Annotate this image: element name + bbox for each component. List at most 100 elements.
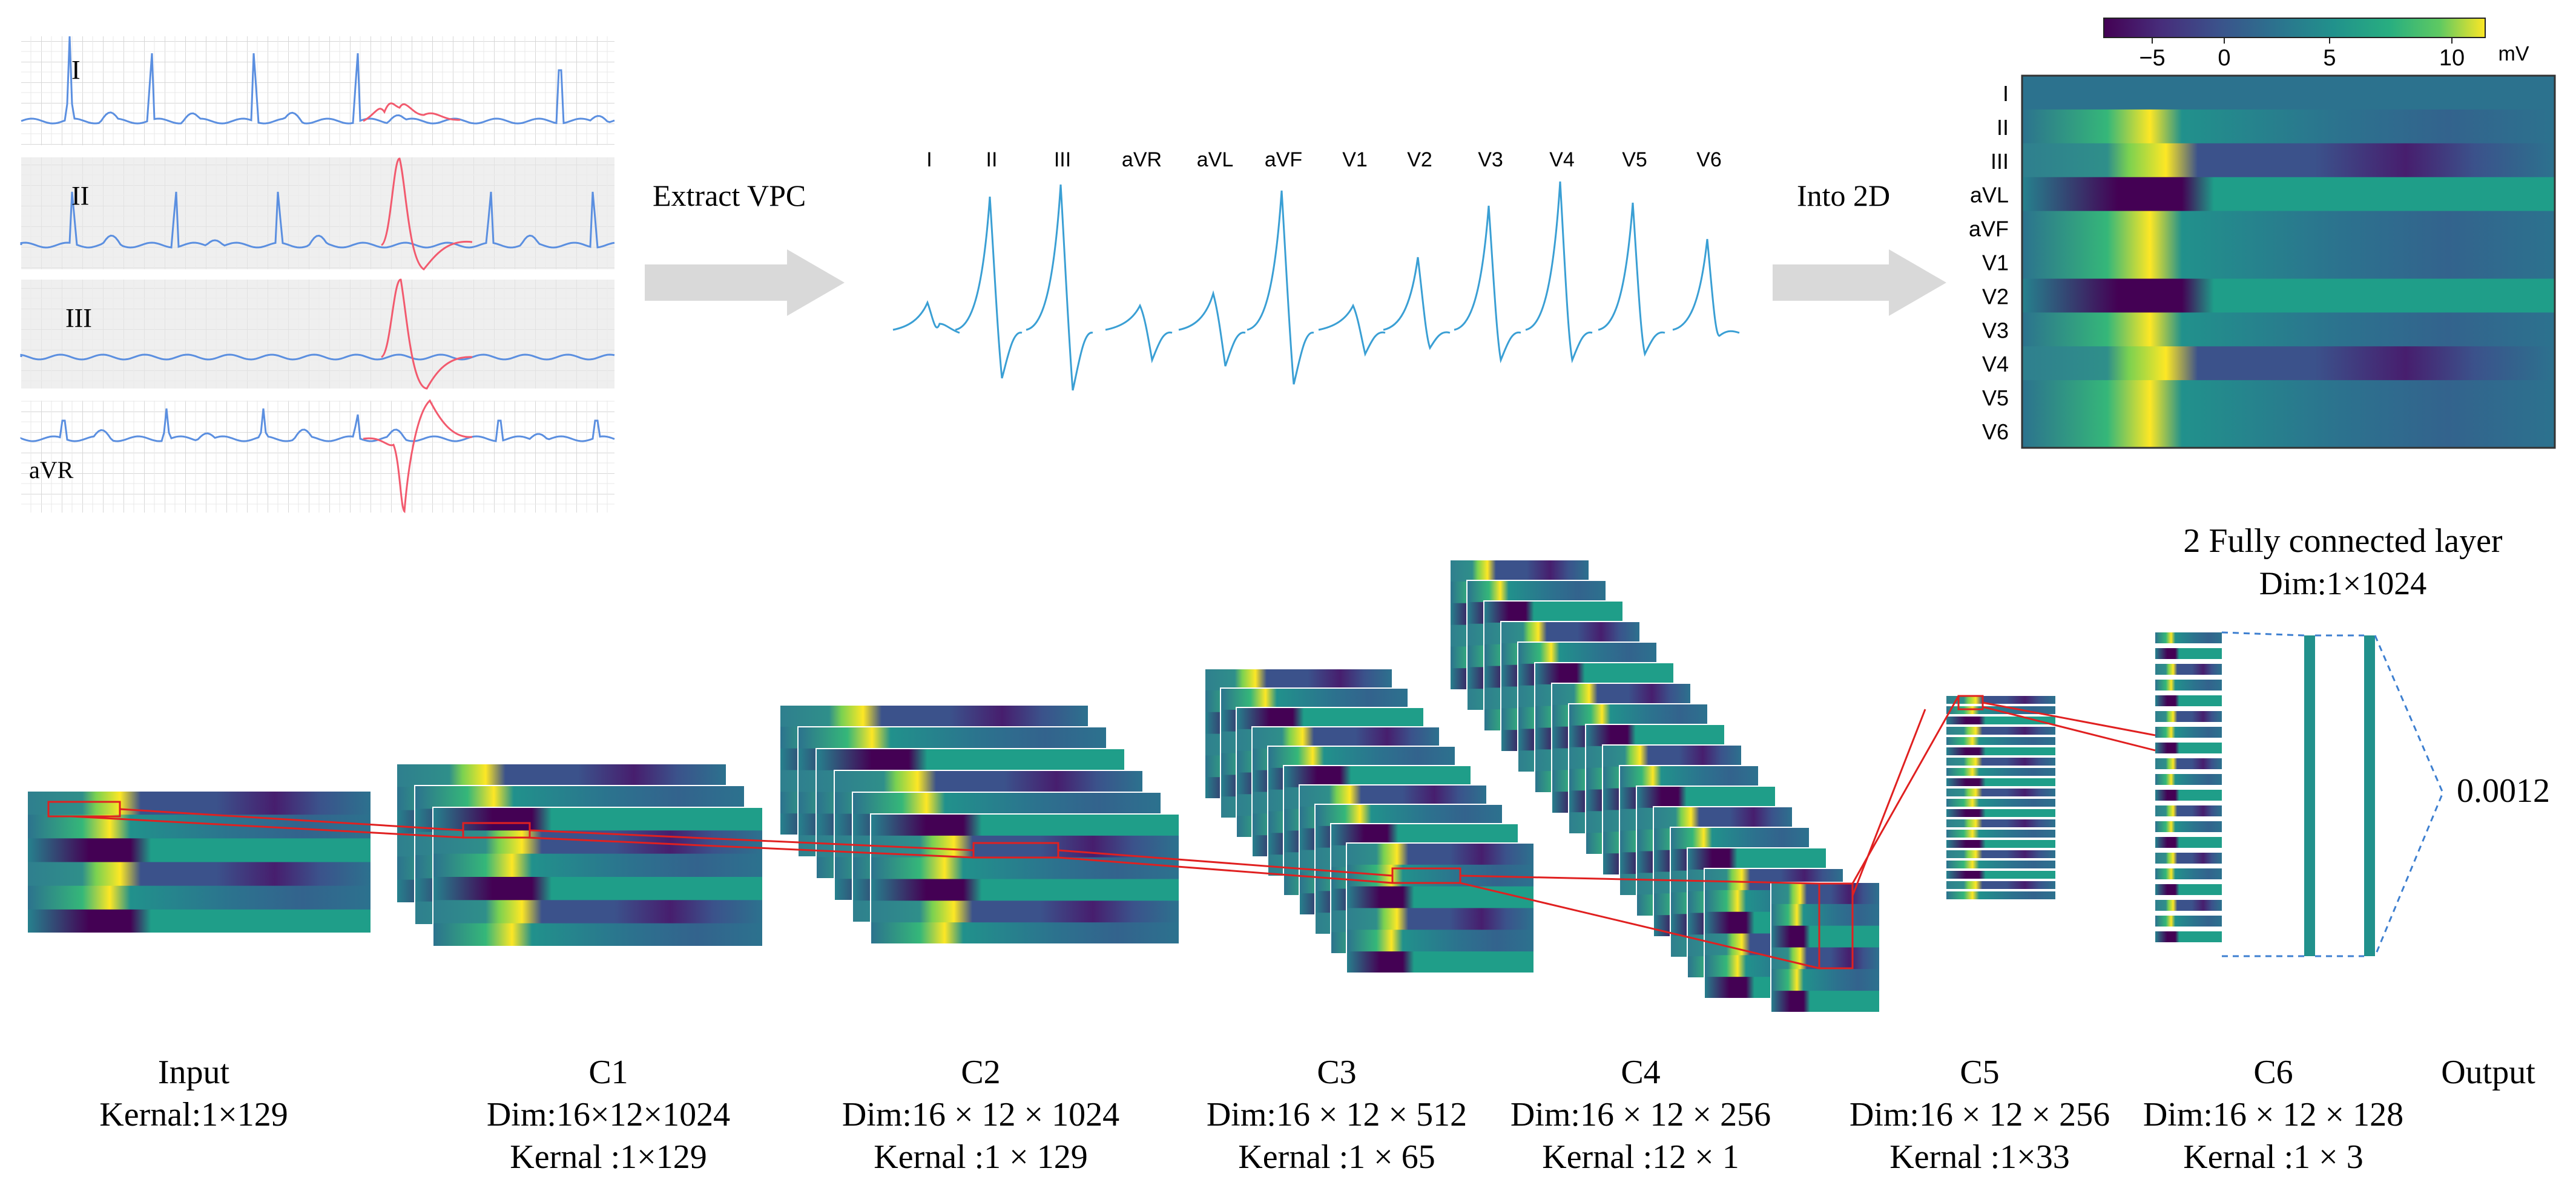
c6-feature-row-13 [1946,819,2055,827]
vpc-lead-label-aVR: aVR [1122,148,1162,171]
vpc-lead-label-III: III [1054,148,1071,171]
receptive-line-6 [1058,856,1393,884]
c7-feature-row-19 [2155,916,2222,927]
heatmap-row-V1 [2022,244,2555,279]
c7-feature-row-20 [2155,931,2222,942]
heatmap-row-label-V6: V6 [1982,419,2009,444]
colorbar-unit: mV [2499,42,2529,65]
receptive-line-5 [1058,849,1393,877]
heatmap-row-label-II: II [1997,115,2009,140]
ecg-strip-4 [21,401,614,513]
c7-feature-row-17 [2155,884,2222,895]
colorbar-gradient [2103,18,2486,38]
vpc-beat-V2 [1383,257,1451,350]
ecg-trace-4 [20,408,615,442]
heatmap-row-V3 [2022,312,2555,347]
c6-feature-row-19 [1946,881,2055,889]
layer-c2-dim: Dim:16 × 12 × 1024 [842,1096,1119,1133]
output-converge [2374,635,2444,957]
c6-feature-row-17 [1946,861,2055,868]
layer-c6-kernel: Kernal :1 × 3 [2183,1138,2364,1176]
receptive-line-11 [1982,701,2156,736]
extract-arrow [645,249,845,316]
vpc-beats [892,181,1740,391]
into2d-label: Into 2D [1797,179,1890,212]
layer-captions: Input Kernal:1×129 C1 Dim:16×12×1024 Ker… [99,1054,2535,1176]
ecg-vpc-segment-3 [380,278,473,390]
receptive-box-5 [1818,882,1854,969]
c6-feature-row-4 [1946,727,2055,735]
into2d-arrow [1773,249,1946,316]
layer-c3-dim: Dim:16 × 12 × 512 [1207,1096,1467,1133]
heatmap-row-V5 [2022,380,2555,415]
ecg-label-aVR: aVR [29,456,74,484]
vpc-lead-label-V5: V5 [1622,148,1647,171]
receptive-field-lines [47,695,2156,969]
c2-maps-map-6 [870,813,1180,945]
heatmap-row-label-V5: V5 [1982,385,2009,410]
receptive-line-2 [71,815,464,839]
c7-feature-column [2155,632,2222,942]
c7-feature-row-7 [2155,727,2222,738]
layer-c2-kernel: Kernal :1 × 129 [874,1138,1088,1176]
layer-c4-dim: Dim:16 × 12 × 256 [1510,1096,1771,1133]
ecg-label-III: III [65,303,92,333]
ecg-traces [20,36,615,514]
ecg-trace-3 [20,353,615,361]
layer-c6-name: C6 [2253,1054,2293,1091]
layer-c1-dim: Dim:16×12×1024 [487,1096,730,1133]
c6-feature-row-11 [1946,799,2055,807]
ecg-vpc-segment-1 [363,102,461,122]
dash-connector-1 [2221,631,2305,637]
heatmap-row-III [2022,143,2555,178]
layer-c2-name: C2 [961,1054,1000,1091]
c7-feature-row-8 [2155,743,2222,753]
c5-map [1770,882,1880,1013]
receptive-line-8 [1460,882,1820,969]
c6-feature-row-9 [1946,778,2055,786]
c7-feature-row-16 [2155,868,2222,879]
heatmap-row-aVF [2022,211,2555,245]
input-map [27,790,372,934]
vpc-beat-aVR [1105,303,1173,364]
layer-c3-kernel: Kernal :1 × 65 [1238,1138,1435,1176]
heatmap-row-aVL [2022,177,2555,212]
receptive-line-3 [529,829,974,851]
c6-feature-row-5 [1946,737,2055,745]
c7-feature-row-12 [2155,805,2222,816]
heatmap-row-label-V4: V4 [1982,352,2009,376]
layer-c5-dim: Dim:16 × 12 × 256 [1850,1096,2110,1133]
vpc-lead-label-I: I [926,148,932,171]
vpc-lead-labels: I II III aVR aVL aVF V1 V2 V3 V4 V5 V6 [926,148,1722,171]
c6-feature-column [1946,696,2055,899]
c7-feature-row-10 [2155,774,2222,785]
ecg-vpc-segment-2 [380,157,473,271]
c6-feature-row-6 [1946,747,2055,755]
c1-maps [396,763,763,947]
receptive-line-7 [1460,874,1820,885]
heatmap-row-V4 [2022,346,2555,381]
fc-title: 2 Fully connected layer [2183,522,2503,560]
vpc-beat-III [1026,184,1093,391]
fc-dim: Dim:1×1024 [2259,565,2426,602]
c7-feature-row-11 [2155,790,2222,801]
colorbar-tick-5: 5 [2323,45,2336,71]
vpc-lead-label-II: II [986,148,998,171]
ecg-strip-1 [21,36,614,145]
vpc-lead-label-V3: V3 [1478,148,1503,171]
layer-c1-name: C1 [588,1054,628,1091]
heatmap-row-I [2022,76,2555,110]
c6-feature-row-2 [1946,706,2055,714]
layer-c4-kernel: Kernal :12 × 1 [1542,1138,1739,1176]
ecg-vpc-segment-4 [363,399,473,514]
ecg-label-I: I [71,55,81,85]
c6-feature-row-7 [1946,758,2055,766]
c3-maps-map-10 [1346,842,1535,974]
heatmap-row-II [2022,109,2555,144]
c6-feature-row-15 [1946,840,2055,848]
vpc-beat-V6 [1672,238,1740,337]
heatmap-row-V2 [2022,278,2555,313]
c6-feature-row-20 [1946,891,2055,899]
vpc-heatmap [2022,76,2555,448]
